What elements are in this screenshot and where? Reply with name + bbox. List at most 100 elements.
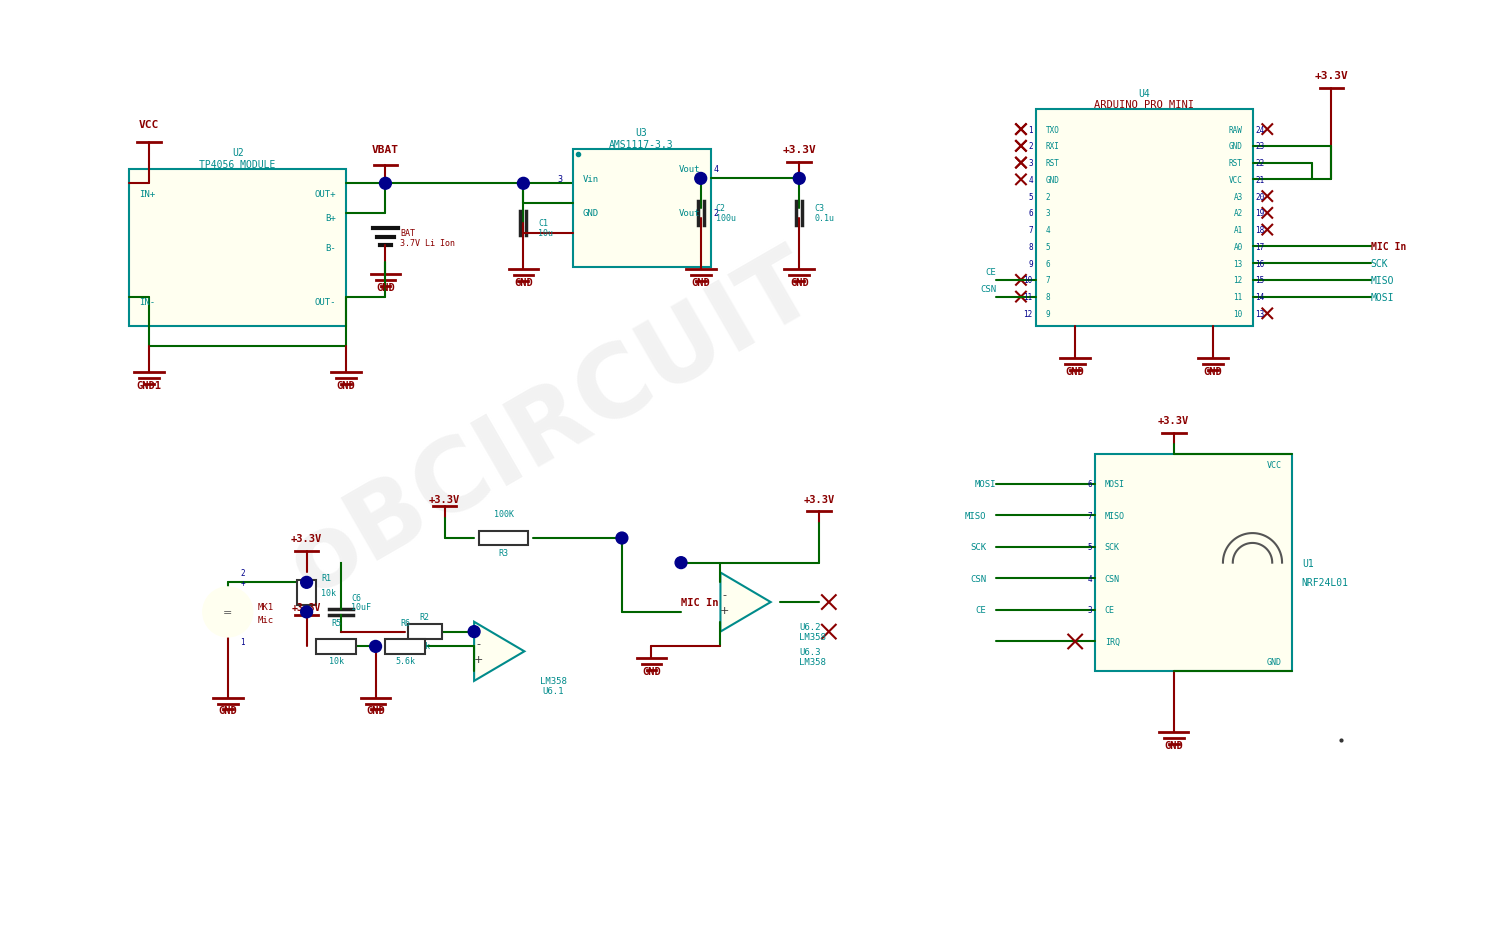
Text: 7: 7 (1088, 512, 1092, 520)
Text: MISO: MISO (964, 512, 987, 520)
Text: R6: R6 (400, 618, 410, 627)
Text: 1: 1 (1028, 126, 1033, 134)
Text: C6: C6 (351, 593, 361, 602)
Text: B+: B+ (326, 214, 336, 223)
Text: R5: R5 (332, 618, 340, 627)
Text: 19: 19 (1256, 210, 1264, 218)
Text: MK1: MK1 (258, 603, 273, 612)
FancyBboxPatch shape (478, 531, 528, 546)
Text: Vout: Vout (680, 165, 700, 174)
Text: 5: 5 (1088, 543, 1092, 552)
Circle shape (300, 577, 312, 589)
Text: 1k: 1k (420, 641, 430, 650)
Text: MIC In: MIC In (681, 598, 718, 607)
Text: 10: 10 (1023, 276, 1034, 285)
Text: 2: 2 (1028, 143, 1033, 151)
Text: GND: GND (219, 706, 237, 716)
Text: GND: GND (514, 278, 532, 288)
Text: 10uF: 10uF (351, 603, 370, 612)
Text: MOSI: MOSI (975, 480, 996, 489)
Text: 4: 4 (714, 165, 718, 174)
Text: CSN: CSN (1104, 574, 1119, 583)
Text: 17: 17 (1256, 243, 1264, 252)
Text: U1: U1 (1302, 558, 1314, 568)
Text: 7: 7 (1028, 226, 1033, 235)
Text: OUT+: OUT+ (315, 190, 336, 198)
Text: VBAT: VBAT (372, 144, 399, 155)
Text: 13: 13 (1233, 260, 1242, 268)
Text: AMS1117-3.3: AMS1117-3.3 (609, 140, 674, 150)
Text: 20: 20 (1256, 193, 1264, 201)
Text: 3: 3 (1028, 159, 1033, 168)
Text: U6.3: U6.3 (800, 648, 820, 656)
Text: 24: 24 (1256, 126, 1264, 134)
Text: A0: A0 (1233, 243, 1242, 252)
Text: 2: 2 (1046, 193, 1050, 201)
FancyBboxPatch shape (408, 625, 442, 639)
Circle shape (616, 532, 628, 545)
Text: MOSI: MOSI (1371, 293, 1394, 302)
Circle shape (300, 606, 312, 618)
Text: +: + (474, 654, 483, 665)
Text: 2: 2 (714, 210, 718, 218)
Polygon shape (474, 622, 525, 682)
FancyBboxPatch shape (297, 581, 316, 605)
Text: GND: GND (376, 282, 394, 293)
Text: RXI: RXI (1046, 143, 1059, 151)
Text: +3.3V: +3.3V (1158, 415, 1190, 425)
Text: 0.1u: 0.1u (815, 214, 834, 223)
Text: CE: CE (1104, 606, 1114, 615)
Text: GND: GND (366, 706, 386, 716)
Text: 9: 9 (1028, 260, 1033, 268)
FancyBboxPatch shape (386, 639, 424, 654)
Text: 3: 3 (558, 175, 562, 184)
Circle shape (675, 557, 687, 569)
Text: A1: A1 (1233, 226, 1242, 235)
Text: RAW: RAW (1228, 126, 1242, 134)
Text: 5: 5 (1028, 193, 1033, 201)
Text: U3: U3 (636, 127, 648, 138)
Text: U4: U4 (1138, 89, 1150, 98)
Text: 5.6k: 5.6k (394, 656, 416, 666)
Text: 6: 6 (1028, 210, 1033, 218)
Text: 10: 10 (1233, 310, 1242, 318)
Text: 4: 4 (1046, 226, 1050, 235)
Text: LM358: LM358 (800, 632, 826, 641)
Text: RST: RST (1046, 159, 1059, 168)
Text: 4: 4 (1088, 574, 1092, 583)
Text: -: - (476, 639, 480, 649)
Text: CE: CE (986, 268, 996, 277)
Text: VCC: VCC (1228, 176, 1242, 185)
Text: 12: 12 (1023, 310, 1034, 318)
Circle shape (369, 641, 381, 652)
Text: oBCIRCUIT: oBCIRCUIT (273, 235, 834, 615)
Text: 16: 16 (1256, 260, 1264, 268)
Text: 1: 1 (240, 637, 244, 646)
Text: MISO: MISO (1371, 276, 1394, 285)
Circle shape (694, 174, 706, 185)
Text: GND: GND (1066, 366, 1084, 376)
Text: +3.3V: +3.3V (292, 602, 321, 613)
Text: 11: 11 (1023, 293, 1034, 302)
Text: 23: 23 (1256, 143, 1264, 151)
Text: 6: 6 (1046, 260, 1050, 268)
Text: +3.3V: +3.3V (1314, 71, 1348, 81)
Circle shape (202, 588, 252, 637)
Text: U2: U2 (232, 147, 243, 158)
Text: 8: 8 (1046, 293, 1050, 302)
Circle shape (380, 178, 392, 190)
Text: 8: 8 (1028, 243, 1033, 252)
Text: 15: 15 (1256, 276, 1264, 285)
Text: 10u: 10u (538, 228, 554, 238)
FancyBboxPatch shape (316, 639, 356, 654)
Circle shape (794, 174, 806, 185)
Text: 100u: 100u (716, 214, 735, 223)
Text: 11: 11 (1233, 293, 1242, 302)
Text: +3.3V: +3.3V (783, 144, 816, 155)
Text: 9: 9 (1046, 310, 1050, 318)
Text: U6.1: U6.1 (542, 686, 564, 696)
Circle shape (468, 626, 480, 638)
Text: GND: GND (1268, 657, 1282, 666)
Text: MISO: MISO (1104, 512, 1125, 520)
Text: C1: C1 (538, 219, 548, 228)
